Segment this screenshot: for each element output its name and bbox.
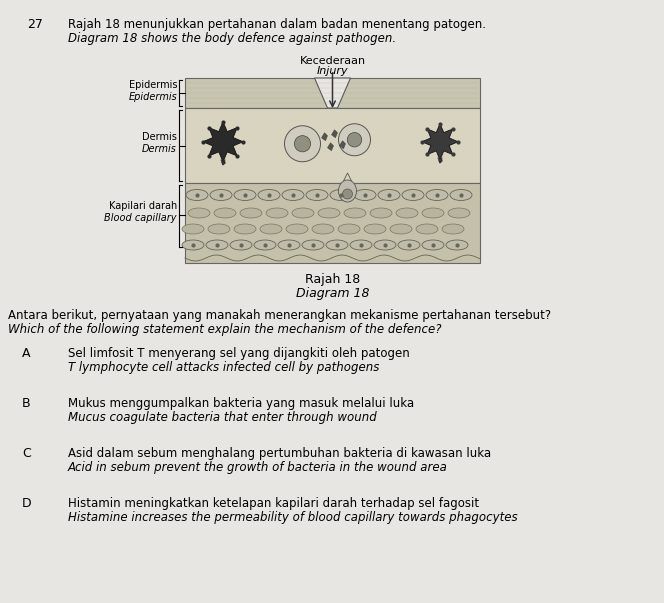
Polygon shape <box>321 133 327 140</box>
Circle shape <box>343 189 353 199</box>
Ellipse shape <box>312 224 334 234</box>
Ellipse shape <box>448 208 470 218</box>
Polygon shape <box>327 143 333 151</box>
Circle shape <box>284 126 321 162</box>
Text: Epidermis: Epidermis <box>129 80 177 90</box>
Ellipse shape <box>306 189 328 201</box>
Text: Blood capillary: Blood capillary <box>104 213 177 223</box>
Circle shape <box>294 136 311 152</box>
Ellipse shape <box>339 180 357 202</box>
Ellipse shape <box>214 208 236 218</box>
Ellipse shape <box>286 224 308 234</box>
Text: Dermis: Dermis <box>142 145 177 154</box>
Ellipse shape <box>240 208 262 218</box>
Circle shape <box>347 133 362 147</box>
Polygon shape <box>203 122 243 162</box>
Ellipse shape <box>378 189 400 201</box>
Text: Mucus coagulate bacteria that enter through wound: Mucus coagulate bacteria that enter thro… <box>68 411 376 424</box>
Ellipse shape <box>234 189 256 201</box>
Ellipse shape <box>446 240 468 250</box>
Ellipse shape <box>210 189 232 201</box>
Ellipse shape <box>402 189 424 201</box>
Ellipse shape <box>318 208 340 218</box>
Ellipse shape <box>282 189 304 201</box>
Text: A: A <box>22 347 31 360</box>
Ellipse shape <box>230 240 252 250</box>
Ellipse shape <box>374 240 396 250</box>
Ellipse shape <box>186 189 208 201</box>
Text: Dermis: Dermis <box>142 133 177 142</box>
Bar <box>185 108 480 183</box>
Ellipse shape <box>330 189 352 201</box>
Ellipse shape <box>278 240 300 250</box>
Text: C: C <box>22 447 31 460</box>
Ellipse shape <box>390 224 412 234</box>
Polygon shape <box>315 78 351 108</box>
Ellipse shape <box>344 208 366 218</box>
Ellipse shape <box>364 224 386 234</box>
Ellipse shape <box>208 224 230 234</box>
Ellipse shape <box>338 224 360 234</box>
Text: Antara berikut, pernyataan yang manakah menerangkan mekanisme pertahanan tersebu: Antara berikut, pernyataan yang manakah … <box>8 309 551 322</box>
Text: Which of the following statement explain the mechanism of the defence?: Which of the following statement explain… <box>8 323 442 336</box>
Text: Sel limfosit T menyerang sel yang dijangkiti oleh patogen: Sel limfosit T menyerang sel yang dijang… <box>68 347 410 360</box>
Text: Injury: Injury <box>317 66 349 76</box>
Text: Mukus menggumpalkan bakteria yang masuk melalui luka: Mukus menggumpalkan bakteria yang masuk … <box>68 397 414 410</box>
Text: Kapilari darah: Kapilari darah <box>109 201 177 211</box>
Text: Rajah 18 menunjukkan pertahanan dalam badan menentang patogen.: Rajah 18 menunjukkan pertahanan dalam ba… <box>68 18 486 31</box>
Ellipse shape <box>422 208 444 218</box>
Ellipse shape <box>350 240 372 250</box>
Circle shape <box>339 124 371 156</box>
Ellipse shape <box>442 224 464 234</box>
Text: Asid dalam sebum menghalang pertumbuhan bakteria di kawasan luka: Asid dalam sebum menghalang pertumbuhan … <box>68 447 491 460</box>
Text: Rajah 18: Rajah 18 <box>305 273 360 286</box>
Text: Histamin meningkatkan ketelapan kapilari darah terhadap sel fagosit: Histamin meningkatkan ketelapan kapilari… <box>68 497 479 510</box>
Ellipse shape <box>370 208 392 218</box>
Ellipse shape <box>416 224 438 234</box>
Ellipse shape <box>326 240 348 250</box>
Text: Acid in sebum prevent the growth of bacteria in the wound area: Acid in sebum prevent the growth of bact… <box>68 461 448 474</box>
Ellipse shape <box>266 208 288 218</box>
Text: B: B <box>22 397 31 410</box>
Ellipse shape <box>302 240 324 250</box>
Ellipse shape <box>422 240 444 250</box>
Bar <box>185 183 480 263</box>
Text: 27: 27 <box>27 18 43 31</box>
Text: D: D <box>22 497 32 510</box>
Bar <box>185 78 480 108</box>
Ellipse shape <box>398 240 420 250</box>
Polygon shape <box>422 124 458 160</box>
Ellipse shape <box>426 189 448 201</box>
Ellipse shape <box>234 224 256 234</box>
Ellipse shape <box>292 208 314 218</box>
Ellipse shape <box>188 208 210 218</box>
Ellipse shape <box>182 224 204 234</box>
Text: Diagram 18 shows the body defence against pathogen.: Diagram 18 shows the body defence agains… <box>68 32 396 45</box>
Ellipse shape <box>182 240 204 250</box>
Ellipse shape <box>260 224 282 234</box>
Ellipse shape <box>206 240 228 250</box>
Text: Diagram 18: Diagram 18 <box>295 287 369 300</box>
Text: Kecederaan: Kecederaan <box>299 56 366 66</box>
Ellipse shape <box>354 189 376 201</box>
Text: T lymphocyte cell attacks infected cell by pathogens: T lymphocyte cell attacks infected cell … <box>68 361 379 374</box>
Ellipse shape <box>258 189 280 201</box>
Polygon shape <box>331 130 337 137</box>
Text: Epidermis: Epidermis <box>128 92 177 102</box>
Ellipse shape <box>450 189 472 201</box>
Ellipse shape <box>396 208 418 218</box>
Text: Histamine increases the permeability of blood capillary towards phagocytes: Histamine increases the permeability of … <box>68 511 518 524</box>
Ellipse shape <box>254 240 276 250</box>
Polygon shape <box>339 140 345 149</box>
